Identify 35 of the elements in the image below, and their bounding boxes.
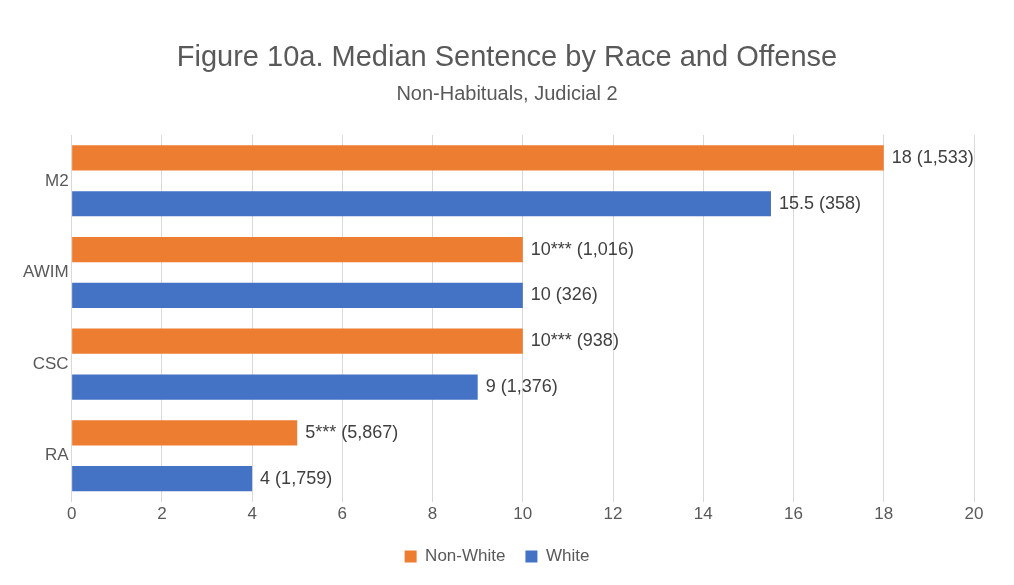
data-label: 9 (1,376) [485, 376, 558, 397]
chart-subtitle: Non-Habituals, Judicial 2 [395, 82, 619, 105]
x-tick-label: 0 [66, 504, 77, 524]
data-label: 18 (1,533) [891, 146, 974, 167]
bar [72, 236, 523, 263]
legend-label: White [545, 546, 590, 566]
bar [72, 420, 298, 446]
data-label: 10 (326) [530, 284, 598, 305]
x-tick-label: 12 [603, 504, 623, 524]
x-tick-label: 2 [157, 504, 167, 524]
data-label: 5*** (5,867) [305, 421, 399, 442]
bar [72, 282, 523, 308]
data-label: 10*** (938) [530, 330, 619, 351]
x-tick-label: 4 [247, 504, 257, 524]
x-tick-label: 8 [427, 504, 438, 524]
x-tick-label: 20 [964, 504, 984, 524]
x-tick-label: 10 [513, 504, 533, 524]
x-tick-label: 16 [784, 504, 803, 524]
data-label: 4 (1,759) [260, 467, 333, 488]
y-tick-label: AWIM [23, 262, 69, 282]
data-label: 10*** (1,016) [530, 238, 634, 259]
bar [72, 191, 771, 217]
x-tick-label: 18 [874, 504, 894, 524]
bar [72, 466, 253, 492]
y-tick-label: M2 [45, 170, 69, 190]
bar [72, 328, 523, 354]
y-tick-label: RA [45, 445, 70, 465]
chart-title: Figure 10a. Median Sentence by Race and Offense [175, 40, 839, 73]
bar [72, 374, 478, 400]
bar [72, 145, 884, 171]
legend-label: Non-White [425, 546, 506, 566]
y-tick-label: CSC [32, 353, 69, 373]
x-tick-label: 14 [693, 504, 713, 524]
x-tick-label: 6 [337, 504, 348, 524]
data-label: 15.5 (358) [778, 192, 862, 213]
